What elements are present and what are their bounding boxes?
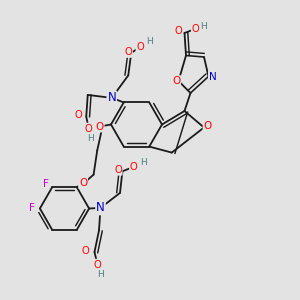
Text: O: O <box>130 162 138 172</box>
Text: O: O <box>124 47 132 57</box>
Text: O: O <box>85 124 92 134</box>
Text: N: N <box>107 92 116 104</box>
Text: F: F <box>43 179 49 189</box>
Text: O: O <box>79 178 87 188</box>
Text: H: H <box>200 22 207 31</box>
Text: O: O <box>82 246 89 256</box>
Text: H: H <box>97 270 104 279</box>
Text: N: N <box>209 71 217 82</box>
Text: O: O <box>75 110 82 120</box>
Text: O: O <box>174 26 182 37</box>
Text: O: O <box>203 121 212 131</box>
Text: O: O <box>192 24 200 34</box>
Text: O: O <box>95 122 104 132</box>
Text: H: H <box>87 134 94 142</box>
Text: H: H <box>146 37 153 46</box>
Text: H: H <box>140 158 147 167</box>
Text: O: O <box>172 76 180 86</box>
Text: N: N <box>96 201 105 214</box>
Text: O: O <box>94 260 101 270</box>
Text: O: O <box>114 165 122 175</box>
Text: O: O <box>136 42 144 52</box>
Text: F: F <box>28 203 34 213</box>
